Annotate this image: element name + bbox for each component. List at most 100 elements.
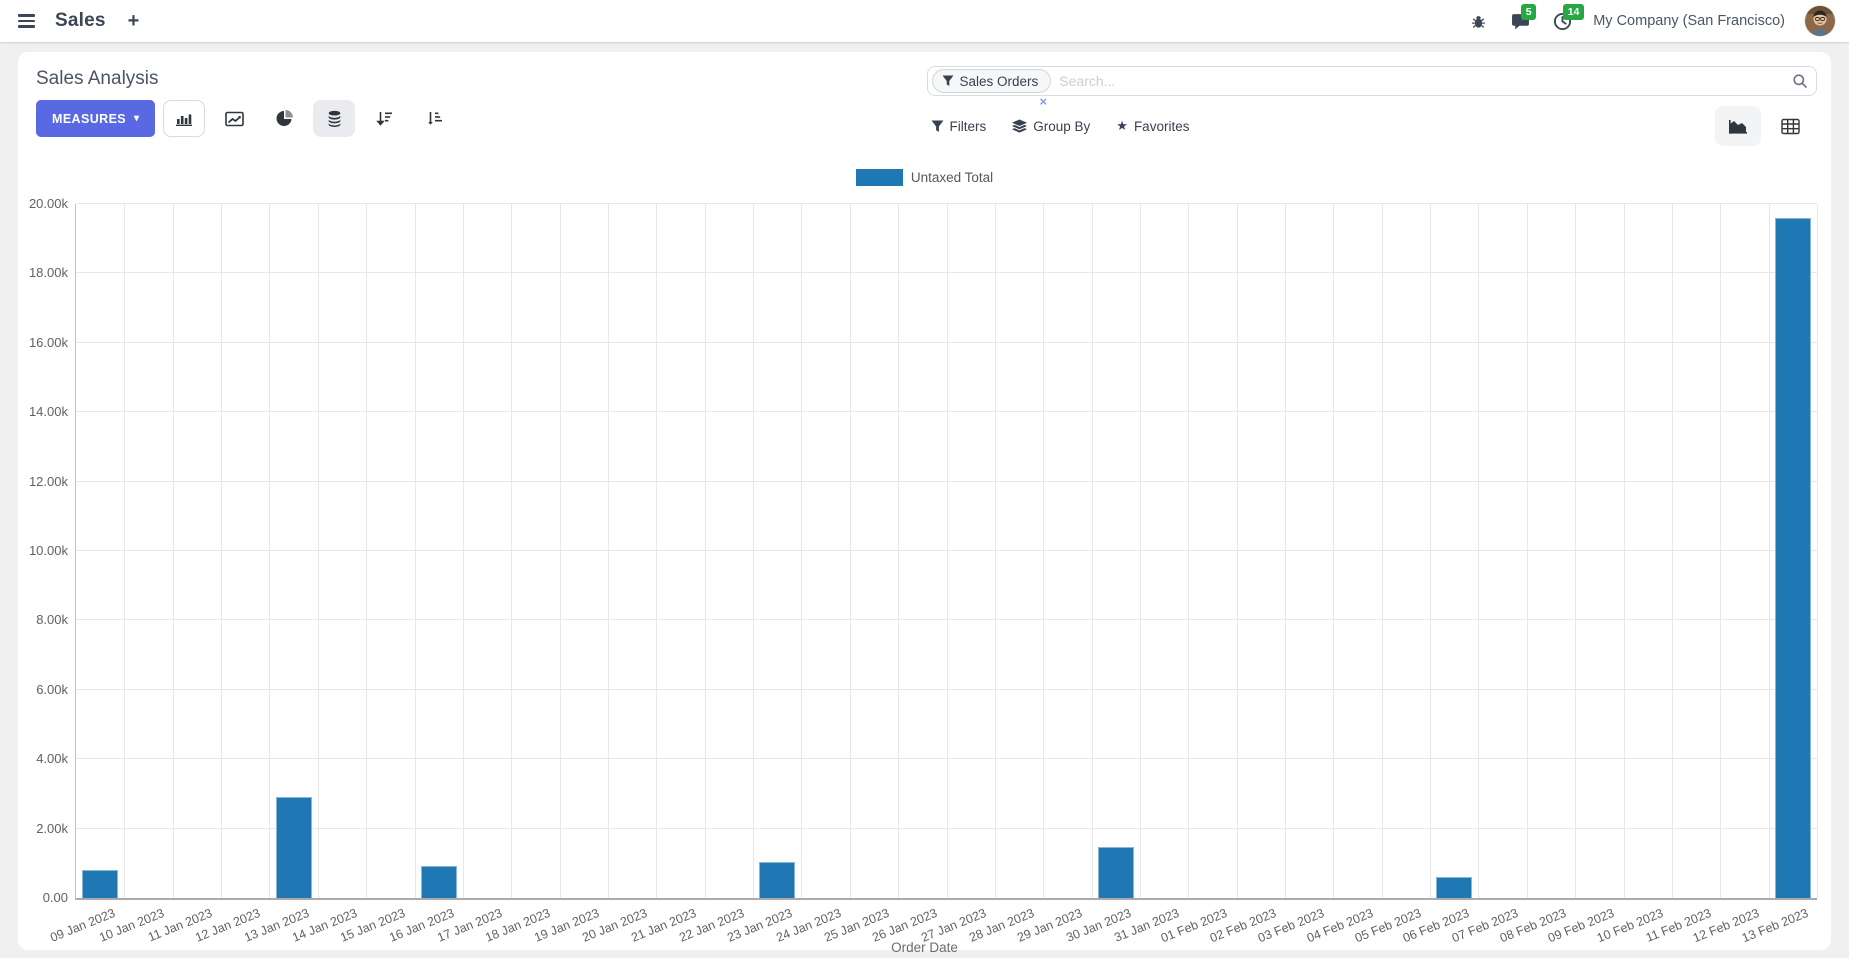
page-title: Sales Analysis	[36, 68, 159, 89]
x-gridline	[849, 204, 851, 898]
x-gridline	[946, 204, 948, 898]
x-axis-title: Order Date	[891, 940, 958, 955]
x-gridline	[221, 204, 223, 898]
legend-item[interactable]: Untaxed Total	[18, 168, 1831, 186]
y-gridline	[76, 203, 1817, 204]
top-navbar: Sales + 5 14 My Company (San Francisco)	[0, 0, 1849, 42]
y-tick-label: 4.00k	[36, 751, 68, 767]
x-gridline	[801, 204, 803, 898]
y-tick-label: 12.00k	[28, 473, 68, 489]
company-switcher[interactable]: My Company (San Francisco)	[1593, 13, 1785, 29]
x-gridline	[1720, 204, 1722, 898]
y-tick-label: 6.00k	[36, 681, 68, 697]
sort-asc-button[interactable]	[413, 100, 455, 137]
bug-icon[interactable]	[1467, 10, 1489, 32]
messages-badge: 5	[1521, 4, 1537, 20]
control-panel: Sales Analysis MEASURES ▾	[18, 52, 1831, 152]
stacked-button[interactable]	[313, 100, 356, 137]
table-grid-icon	[1780, 118, 1800, 134]
y-tick-label: 10.00k	[28, 543, 68, 558]
messages-icon[interactable]: 5	[1509, 4, 1537, 32]
bar-30-jan-2023[interactable]	[1097, 847, 1134, 898]
x-gridline	[172, 204, 174, 898]
x-gridline	[1430, 204, 1432, 898]
x-gridline	[1478, 204, 1480, 898]
area-chart-icon	[1729, 119, 1747, 134]
chart-plot-area: 0.00 2.00k 4.00k 6.00k 8.00k 10.00k 12.00k 14.0…	[29, 196, 1818, 945]
graph-view: Untaxed Total 0.00 2.00k 4.00k 6.00k 8.00k 10…	[18, 168, 1831, 955]
app-name[interactable]: Sales	[55, 10, 106, 31]
x-gridline	[1285, 204, 1287, 898]
content-card: Sales Analysis MEASURES ▾	[18, 52, 1831, 955]
favorites-label: Favorites	[1133, 118, 1190, 134]
activities-badge: 14	[1563, 4, 1584, 20]
x-gridline	[317, 204, 319, 898]
x-gridline	[1381, 204, 1383, 898]
x-gridline	[656, 204, 658, 898]
x-gridline	[511, 204, 513, 898]
x-gridline	[414, 204, 416, 898]
page-body: Sales Analysis MEASURES ▾	[0, 42, 1849, 955]
group-by-button[interactable]: Group By	[1012, 119, 1090, 134]
activities-clock-icon[interactable]: 14	[1551, 4, 1584, 32]
y-tick-label: 2.00k	[36, 820, 68, 836]
graph-view-button[interactable]	[1715, 106, 1761, 146]
legend-swatch	[855, 168, 903, 186]
search-bar[interactable]: Sales Orders Search... ×	[926, 66, 1817, 109]
x-gridline	[124, 204, 126, 898]
apps-menu-icon[interactable]	[14, 10, 39, 32]
search-input[interactable]: Search...	[1059, 73, 1116, 89]
filters-label: Filters	[949, 118, 987, 134]
x-gridline	[269, 204, 271, 898]
x-gridline	[1043, 204, 1045, 898]
x-gridline	[1768, 204, 1770, 898]
line-chart-button[interactable]	[213, 100, 255, 137]
x-gridline	[1139, 204, 1141, 898]
bar-13-jan-2023[interactable]	[275, 797, 312, 898]
avatar[interactable]	[1805, 6, 1835, 36]
x-gridline	[1333, 204, 1335, 898]
filter-icon	[942, 75, 953, 86]
bar-chart-button[interactable]	[163, 100, 206, 137]
bar-16-jan-2023[interactable]	[420, 865, 457, 898]
star-icon: ★	[1116, 118, 1128, 133]
layers-icon	[1012, 119, 1028, 133]
measures-button[interactable]: MEASURES ▾	[36, 100, 156, 137]
x-gridline	[607, 204, 609, 898]
search-facet-sales-orders[interactable]: Sales Orders	[931, 69, 1052, 93]
facet-remove-icon[interactable]: ×	[1039, 94, 1048, 109]
x-gridline	[559, 204, 561, 898]
x-gridline	[1671, 204, 1673, 898]
x-gridline	[898, 204, 900, 898]
group-by-label: Group By	[1033, 118, 1091, 134]
search-icon[interactable]	[1792, 73, 1808, 89]
x-gridline	[1236, 204, 1238, 898]
pivot-view-button[interactable]	[1767, 106, 1813, 146]
x-gridline	[1623, 204, 1625, 898]
y-tick-label: 14.00k	[28, 404, 68, 420]
bar-13-feb-2023[interactable]	[1774, 217, 1811, 898]
view-switcher	[1715, 106, 1817, 146]
y-tick-label: 20.00k	[28, 196, 68, 211]
pie-chart-button[interactable]	[263, 100, 305, 137]
bar-06-feb-2023[interactable]	[1436, 876, 1473, 898]
y-tick-label: 16.00k	[28, 334, 68, 350]
x-gridline	[1817, 204, 1818, 898]
plus-icon[interactable]: +	[127, 9, 140, 32]
y-tick-label: 0.00	[42, 890, 68, 905]
x-gridline	[1091, 204, 1093, 898]
x-gridline	[1526, 204, 1528, 898]
x-gridline	[1575, 204, 1577, 898]
favorites-button[interactable]: ★ Favorites	[1116, 118, 1189, 134]
measures-label: MEASURES	[52, 111, 127, 126]
filters-button[interactable]: Filters	[931, 118, 987, 134]
sort-desc-button[interactable]	[363, 100, 405, 137]
bar-23-jan-2023[interactable]	[759, 862, 796, 898]
legend-label: Untaxed Total	[910, 169, 994, 185]
x-gridline	[462, 204, 464, 898]
bar-09-jan-2023[interactable]	[82, 870, 119, 898]
filter-icon	[931, 120, 943, 132]
x-gridline	[753, 204, 755, 898]
x-gridline	[366, 204, 368, 898]
x-gridline	[704, 204, 706, 898]
